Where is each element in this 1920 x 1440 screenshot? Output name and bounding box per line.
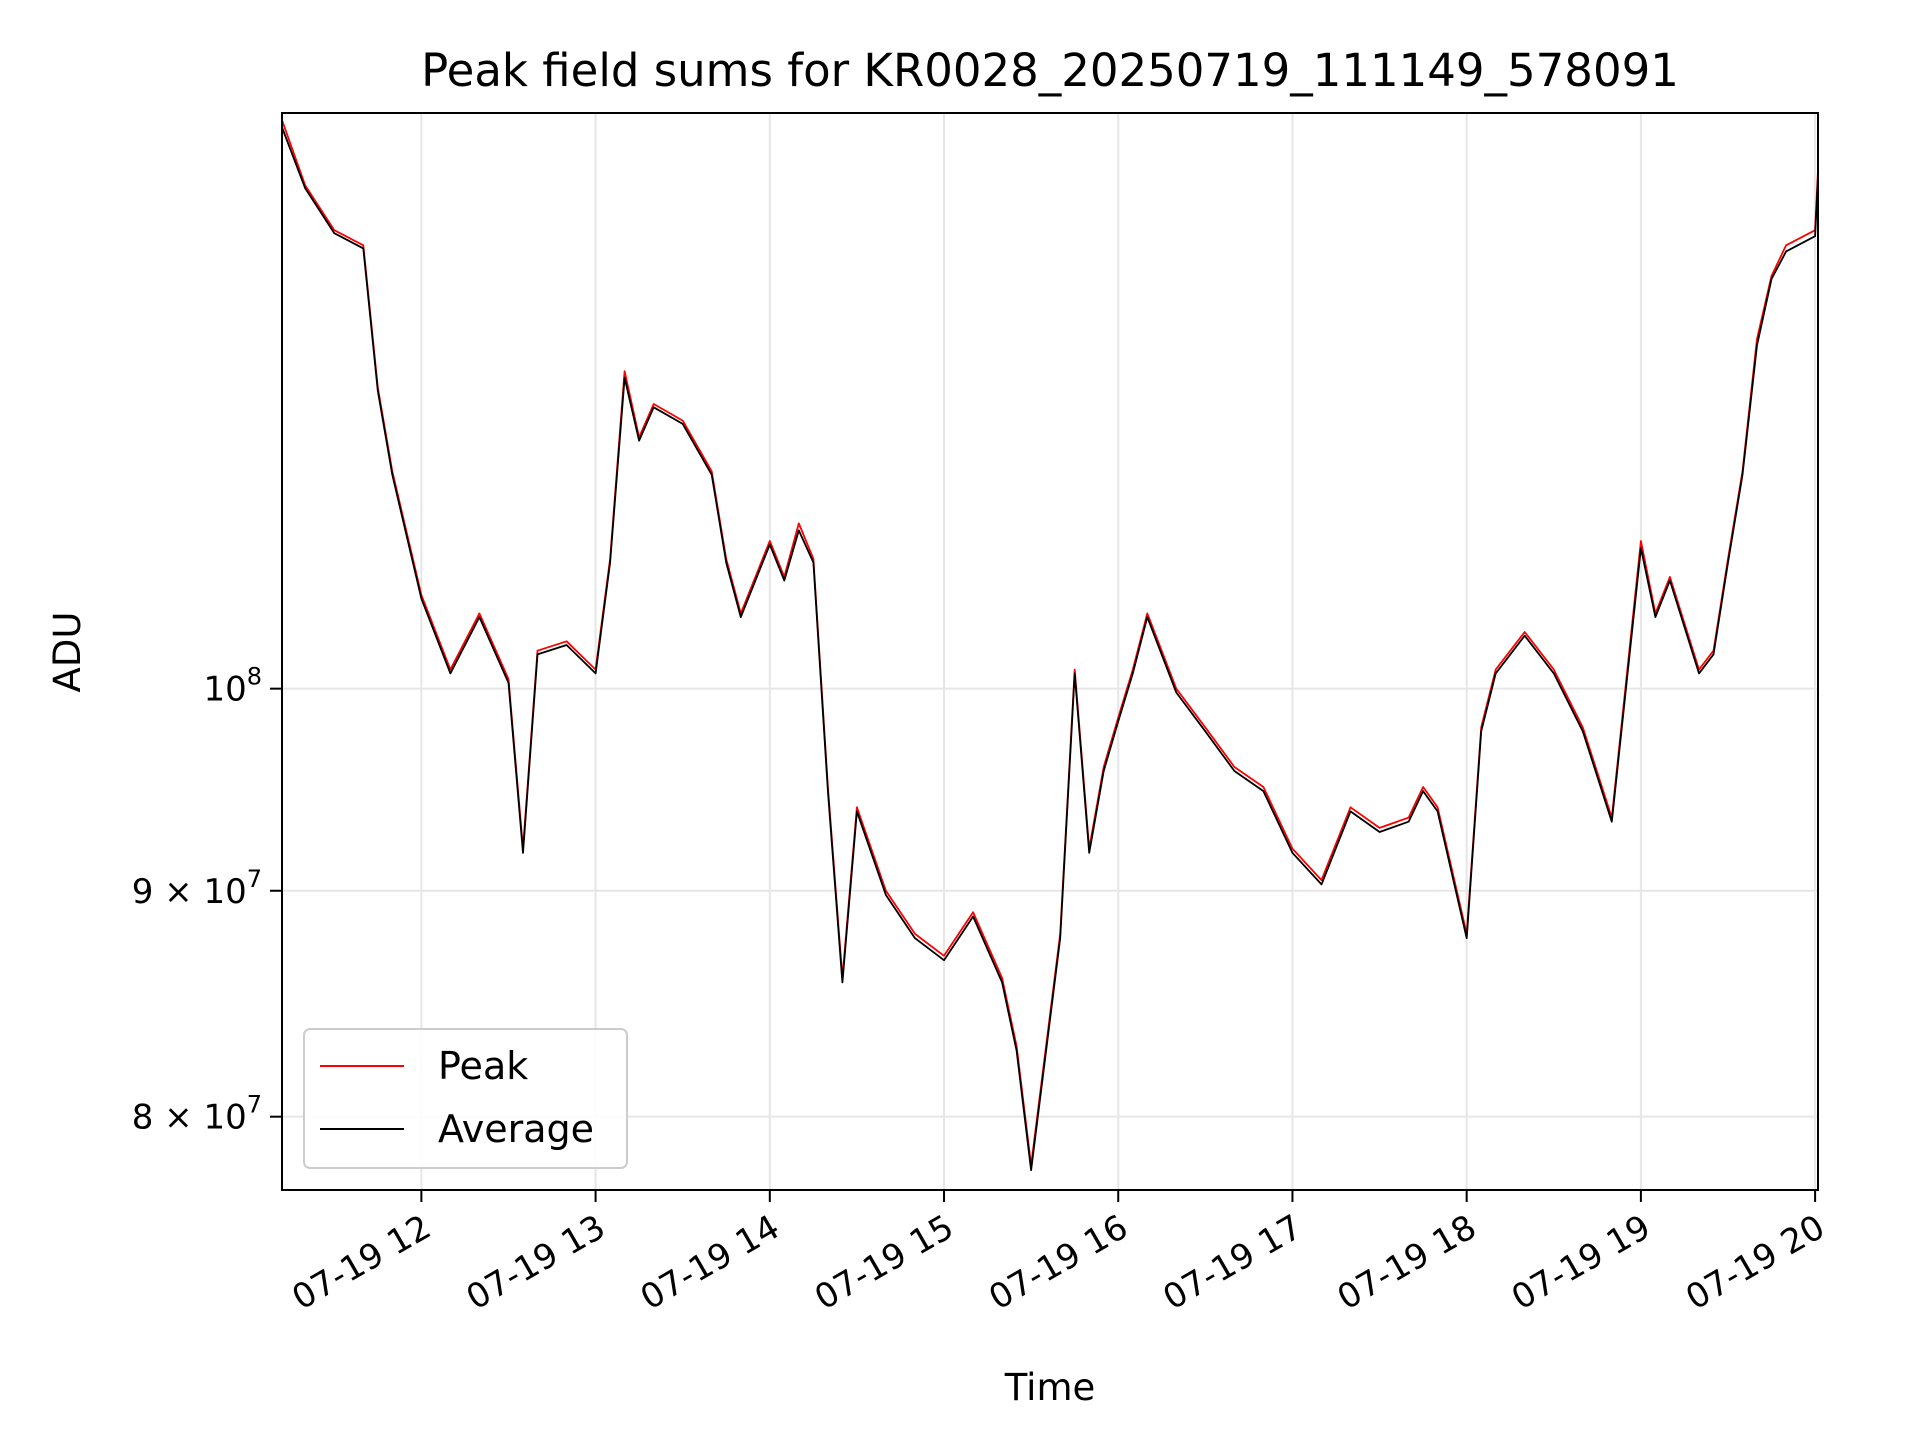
y-tick-label: 8 × 107 xyxy=(132,1091,262,1138)
axes-frame xyxy=(281,112,1819,1191)
legend-box xyxy=(303,1028,628,1169)
legend-label-average: Average xyxy=(438,1107,594,1151)
y-tick-label: 9 × 107 xyxy=(132,865,262,912)
chart-title: Peak field sums for KR0028_20250719_1111… xyxy=(421,44,1679,97)
series-layer xyxy=(282,119,1818,1172)
series-line-average xyxy=(282,126,1818,1172)
grid-lines xyxy=(282,113,1818,1190)
legend: Peak Average xyxy=(303,1028,628,1169)
y-axis-label: ADU xyxy=(46,612,89,693)
x-axis-label: Time xyxy=(1004,1366,1096,1409)
y-tick-label: 108 xyxy=(203,663,262,710)
y-axis: 8 × 107 9 × 107 108 xyxy=(132,663,282,1138)
plot-area xyxy=(282,119,1818,1172)
legend-label-peak: Peak xyxy=(438,1044,528,1088)
